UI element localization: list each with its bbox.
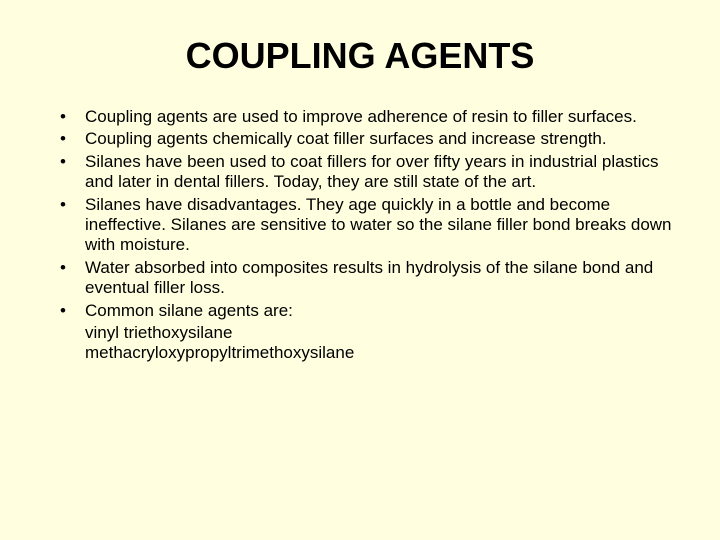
slide-container: COUPLING AGENTS Coupling agents are used… [0,0,720,540]
sub-lines: vinyl triethoxysilane methacryloxypropyl… [30,323,690,364]
bullet-list: Coupling agents are used to improve adhe… [30,107,690,321]
list-item: Common silane agents are: [60,301,690,321]
list-item: Silanes have disadvantages. They age qui… [60,195,690,256]
list-item: Silanes have been used to coat fillers f… [60,152,690,193]
list-item: Coupling agents are used to improve adhe… [60,107,690,127]
list-item: Water absorbed into composites results i… [60,258,690,299]
slide-title: COUPLING AGENTS [30,35,690,77]
sub-line: methacryloxypropyltrimethoxysilane [85,343,690,363]
sub-line: vinyl triethoxysilane [85,323,690,343]
list-item: Coupling agents chemically coat filler s… [60,129,690,149]
